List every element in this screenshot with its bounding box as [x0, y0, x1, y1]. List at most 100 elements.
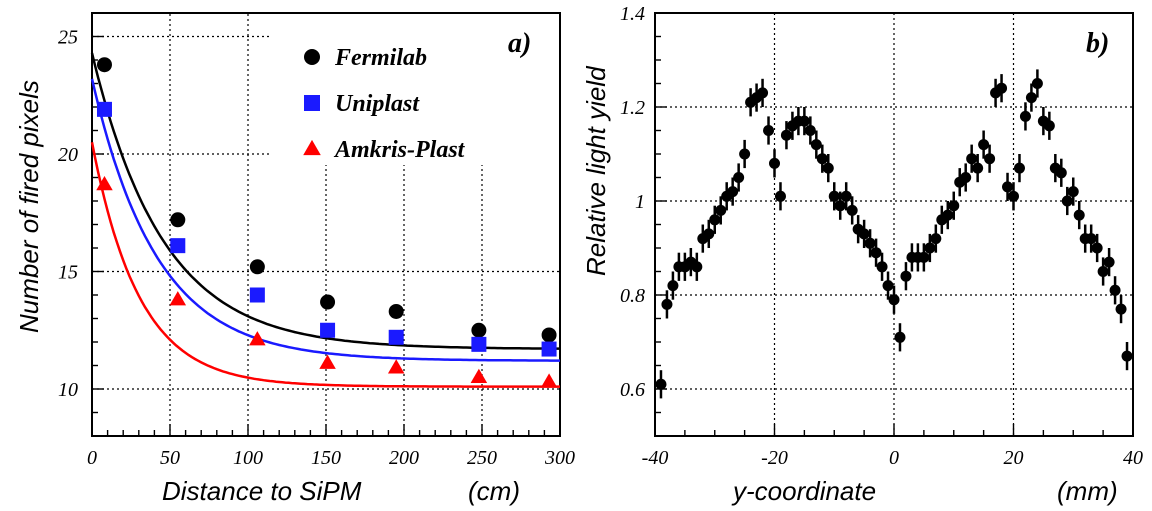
data-point-circle: [858, 228, 870, 240]
data-point-square: [541, 341, 557, 357]
data-point-circle: [834, 200, 846, 212]
panel-a-x-tick-label: 250: [467, 447, 497, 469]
panel-a-y-tick-label: 15: [58, 262, 78, 284]
data-point-circle: [715, 204, 727, 216]
data-point-circle: [170, 212, 186, 228]
data-point-circle: [804, 125, 816, 136]
legend-marker-triangle: [303, 139, 321, 156]
data-point-circle: [249, 259, 265, 275]
data-point-circle: [1008, 190, 1019, 202]
data-point-square: [170, 238, 186, 254]
data-point-circle: [1067, 186, 1079, 198]
data-point-circle: [924, 242, 936, 254]
data-point-circle: [972, 162, 984, 174]
data-point-circle: [1109, 284, 1121, 296]
panel-b-x-tick-label: 40: [1123, 447, 1143, 469]
data-point-circle: [828, 190, 840, 202]
panel-b-x-tick-label: 20: [1004, 447, 1024, 469]
data-point-circle: [1055, 167, 1067, 179]
panel-a-grid: [92, 13, 560, 436]
data-point-circle: [1002, 181, 1014, 193]
chart-panel-a: 0 50 100 150 200 250 300 10 15 20 25 Fermilab Unipl…: [14, 12, 575, 506]
panel-b-y-tick-label: 0.6: [620, 379, 645, 401]
data-point-circle: [864, 237, 876, 249]
data-point-square: [96, 101, 112, 117]
panel-a-y-tick-label: 25: [58, 27, 78, 49]
data-point-circle: [1061, 195, 1073, 207]
data-point-circle: [739, 148, 751, 160]
panel-a-x-tick-label: 0: [87, 447, 97, 469]
panel-a-x-tick-label: 50: [160, 447, 180, 469]
legend-label: Uniplast: [335, 91, 420, 117]
data-point-circle: [1073, 209, 1085, 221]
data-point-circle: [966, 153, 978, 165]
data-point-square: [249, 287, 265, 303]
data-point-circle: [727, 186, 739, 198]
panel-b-x-tick-label: 0: [889, 447, 899, 469]
data-point-circle: [978, 139, 990, 151]
data-point-circle: [1091, 242, 1103, 254]
panel-a-x-axis-unit: (cm): [468, 476, 520, 506]
data-point-circle: [918, 251, 930, 263]
data-point-circle: [780, 129, 792, 141]
data-point-triangle: [169, 291, 187, 306]
panel-b-y-tick-label: 0.8: [620, 285, 645, 307]
data-point-circle: [655, 378, 667, 390]
data-point-circle: [769, 157, 780, 169]
chart-panel-b: -40 -20 0 20 40 0.6 0.8 1 1.2 1.4 b) y-coordinate…: [581, 3, 1143, 506]
data-point-circle: [996, 82, 1008, 94]
data-point-circle: [709, 214, 721, 226]
panel-a-y-tick-label: 10: [58, 379, 78, 401]
data-point-circle: [846, 204, 858, 216]
data-point-circle: [388, 303, 404, 319]
data-point-circle: [1019, 110, 1031, 122]
data-point-triangle: [249, 331, 266, 346]
legend-label: Amkris-Plast: [333, 137, 466, 163]
data-point-circle: [1115, 303, 1127, 315]
data-point-circle: [942, 209, 954, 221]
data-point-circle: [888, 294, 900, 306]
data-point-circle: [1097, 266, 1109, 277]
panel-a-x-axis-title: Distance to SiPM: [162, 476, 362, 506]
data-point-circle: [960, 172, 972, 183]
data-point-circle: [822, 162, 834, 174]
data-point-circle: [984, 153, 996, 165]
data-point-triangle: [470, 368, 488, 383]
legend-label: Fermilab: [334, 45, 427, 71]
panel-b-label: b): [1086, 28, 1109, 59]
data-point-circle: [763, 125, 775, 136]
legend-marker-square: [304, 95, 320, 111]
fit-curve: [90, 78, 560, 362]
panel-a-x-tick-label: 150: [311, 447, 341, 469]
data-point-circle: [876, 261, 888, 273]
data-point-circle: [691, 261, 703, 273]
data-point-triangle: [319, 354, 336, 369]
panel-a-label: a): [508, 28, 531, 59]
data-point-circle: [541, 327, 557, 343]
fit-curve: [90, 142, 560, 388]
data-point-circle: [882, 280, 894, 292]
data-point-circle: [774, 190, 786, 202]
panel-b-ticks: -40 -20 0 20 40 0.6 0.8 1 1.2 1.4: [620, 3, 1143, 469]
data-point-triangle: [540, 373, 558, 388]
panel-b-data-points: [655, 69, 1133, 399]
data-point-circle: [703, 228, 715, 240]
data-point-circle: [816, 153, 828, 165]
data-point-square: [471, 336, 487, 352]
data-point-triangle: [387, 359, 405, 374]
panel-a-legend: Fermilab Uniplast Amkris-Plast: [303, 45, 466, 163]
data-point-circle: [471, 322, 487, 338]
data-point-circle: [96, 57, 112, 73]
panel-a-data-points: [96, 57, 558, 388]
panel-a-x-tick-label: 100: [233, 447, 263, 469]
panel-a-x-tick-label: 300: [544, 447, 575, 469]
panel-b-y-tick-label: 1.2: [620, 97, 645, 119]
data-point-circle: [661, 298, 673, 310]
data-point-circle: [757, 87, 769, 99]
data-point-circle: [798, 115, 810, 127]
data-point-circle: [930, 233, 942, 245]
data-point-circle: [1103, 256, 1115, 268]
data-point-circle: [320, 294, 336, 310]
data-point-circle: [810, 139, 822, 151]
